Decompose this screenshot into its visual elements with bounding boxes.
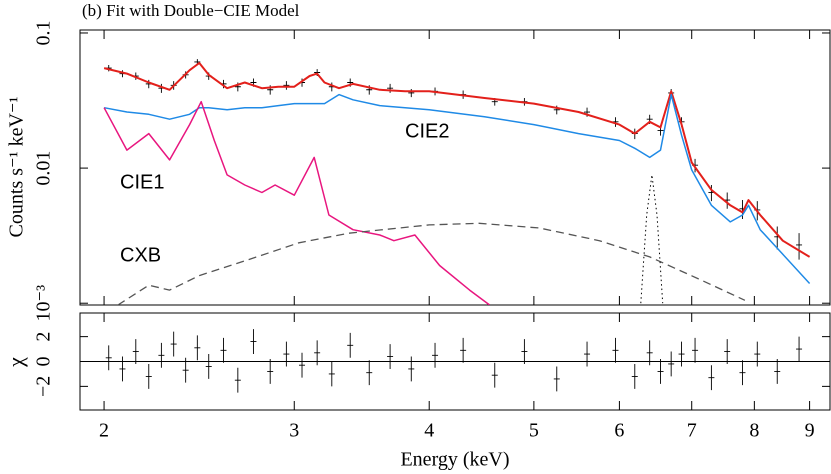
- data-point: [145, 363, 152, 389]
- x-axis-label: Energy (keV): [400, 449, 509, 471]
- x-tick-label: 3: [289, 420, 299, 442]
- data-point: [739, 360, 746, 386]
- data-point: [387, 344, 394, 369]
- data-point: [170, 331, 177, 357]
- data-point: [314, 340, 321, 366]
- data-point: [234, 367, 241, 393]
- data-point: [182, 357, 189, 383]
- data-point: [646, 340, 653, 366]
- spectrum-frame: [79, 29, 831, 306]
- x-tick-label: 6: [614, 420, 624, 442]
- data-point: [491, 362, 498, 388]
- y-tick-label: −2: [33, 376, 55, 397]
- data-point: [387, 83, 394, 93]
- x-tick-label: 5: [529, 420, 539, 442]
- y-tick-label: 0.01: [33, 151, 55, 186]
- residual-plot: [80, 329, 830, 393]
- chart-title: (b) Fit with Double−CIE Model: [82, 1, 300, 20]
- y-axis-label: Counts s⁻¹ keV⁻¹: [6, 97, 28, 238]
- data-point: [347, 332, 354, 358]
- model-curve: [640, 174, 664, 304]
- series-label: CXB: [120, 244, 161, 266]
- data-point: [631, 363, 638, 389]
- data-point: [692, 337, 699, 363]
- x-tick-label: 7: [687, 420, 697, 442]
- data-point: [250, 329, 257, 355]
- spectrum-plot: [103, 59, 811, 305]
- data-point: [408, 88, 415, 98]
- data-point: [205, 354, 212, 379]
- data-point: [328, 361, 335, 387]
- data-point: [299, 352, 306, 378]
- x-tick-label: 4: [424, 420, 434, 442]
- data-point: [158, 342, 165, 368]
- data-point: [267, 359, 274, 384]
- data-point: [432, 342, 439, 368]
- series-label: CIE2: [405, 120, 449, 142]
- data-point: [194, 335, 201, 361]
- y-tick-label: 10⁻³: [33, 285, 55, 322]
- data-point: [796, 233, 803, 260]
- data-point: [105, 345, 112, 371]
- data-point: [678, 341, 685, 367]
- data-point: [724, 339, 731, 364]
- x-tick-label: 8: [749, 420, 759, 442]
- data-point: [366, 360, 373, 386]
- data-point: [612, 337, 619, 363]
- data-point: [408, 356, 415, 382]
- x-tick-label: 9: [805, 420, 815, 442]
- data-point: [668, 351, 675, 377]
- model-curve: [103, 93, 811, 285]
- data-point: [796, 336, 803, 362]
- data-point: [774, 359, 781, 384]
- data-point: [119, 356, 126, 382]
- data-point: [220, 337, 227, 363]
- data-point: [708, 365, 715, 391]
- data-point: [283, 81, 290, 90]
- data-point: [657, 359, 664, 384]
- data-point: [754, 341, 761, 367]
- model-curve: [117, 222, 746, 305]
- data-point: [584, 341, 591, 367]
- x-tick-label: 2: [99, 420, 109, 442]
- series-label: CIE1: [120, 171, 164, 193]
- model-curve: [103, 100, 491, 305]
- data-point: [283, 341, 290, 367]
- data-point: [553, 366, 560, 392]
- y-tick-label: 2: [33, 332, 55, 342]
- data-point: [521, 339, 528, 364]
- data-point: [132, 339, 139, 364]
- y-tick-label: 0: [33, 357, 55, 367]
- data-point: [460, 337, 467, 363]
- residual-y-axis-label: χ: [3, 357, 28, 368]
- y-tick-label: 0.1: [33, 20, 55, 45]
- model-curve: [103, 62, 811, 258]
